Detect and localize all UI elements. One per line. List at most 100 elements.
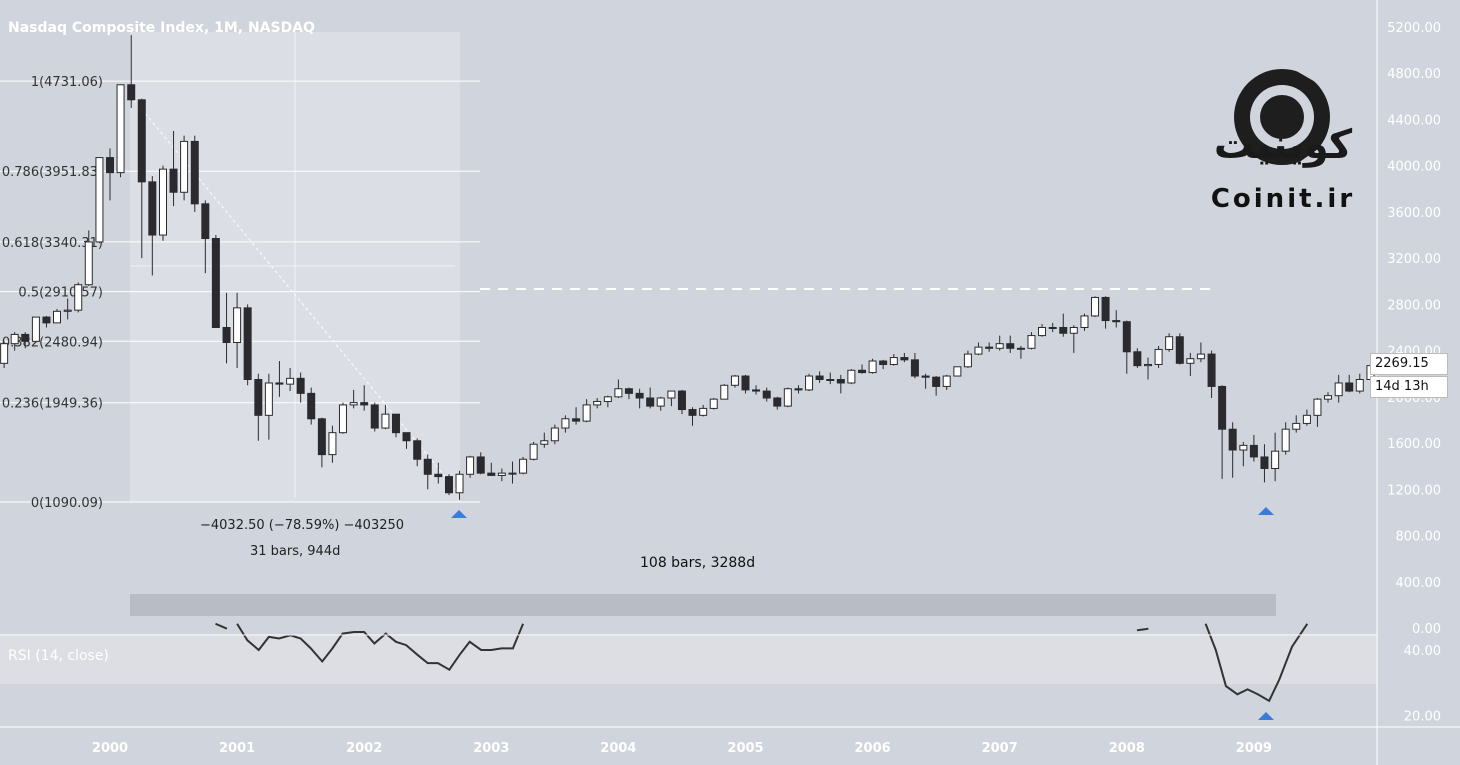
rsi-indicator-label[interactable]: RSI (14, close): [8, 648, 109, 664]
candle-body: [847, 369, 856, 384]
candle: [1144, 357, 1153, 380]
candle: [942, 374, 951, 390]
measure-change-label: −4032.50 (−78.59%) −403250: [200, 518, 405, 533]
candle: [921, 373, 930, 389]
candle: [1186, 352, 1195, 377]
candle: [1101, 296, 1110, 329]
candle: [953, 366, 962, 377]
candle: [0, 341, 9, 368]
candle-body: [1144, 363, 1153, 367]
candle: [148, 176, 157, 276]
candle: [847, 369, 856, 385]
price-axis[interactable]: 5200.00 4800.00 4400.00 4000.00 3600.00 3200.…: [1387, 21, 1441, 637]
rsi-segment-0: [215, 622, 228, 630]
candle-body: [1196, 353, 1205, 360]
candle: [286, 367, 295, 392]
candle: [42, 315, 51, 328]
candle: [169, 131, 178, 207]
candle-body: [752, 389, 761, 392]
candle-body: [1207, 353, 1216, 387]
candle-body: [603, 396, 612, 402]
candle: [910, 352, 919, 379]
candle-body: [974, 346, 983, 355]
candle-body: [423, 458, 432, 475]
time-tick-label: 2009: [1236, 741, 1272, 756]
candle-body: [879, 360, 888, 365]
candle-body: [31, 316, 40, 342]
candle: [84, 230, 93, 286]
candle: [466, 455, 475, 478]
candle-body: [900, 357, 909, 361]
candle: [794, 385, 803, 394]
candle-body: [1059, 326, 1068, 334]
candle-body: [1165, 336, 1174, 350]
candle-body: [815, 375, 824, 381]
candle: [296, 372, 305, 403]
rsi-marker-2009[interactable]: [1258, 712, 1274, 720]
candle: [508, 461, 517, 484]
candle-body: [508, 472, 517, 475]
candle-body: [1281, 428, 1290, 452]
rsi-segment-1: [236, 623, 524, 672]
candle: [1038, 324, 1047, 337]
candle: [709, 397, 718, 410]
candle-body: [116, 84, 125, 174]
candle-body: [360, 402, 369, 406]
candle: [826, 372, 835, 385]
candle: [1292, 415, 1301, 433]
candle-body: [646, 397, 655, 407]
candle-body: [699, 407, 708, 416]
candle: [656, 396, 665, 411]
fib-label-5: 0.236(1949.36): [2, 397, 103, 412]
time-tick-label: 2005: [727, 741, 763, 756]
candle: [1281, 422, 1290, 455]
candle: [879, 359, 888, 370]
candle-body: [1112, 320, 1121, 323]
price-tick-label: 4000.00: [1387, 160, 1441, 175]
candle: [815, 371, 824, 383]
candle-body: [1080, 315, 1089, 328]
candle-body: [148, 181, 157, 236]
price-tick-label: 4400.00: [1387, 113, 1441, 128]
price-tick-label: 3600.00: [1387, 206, 1441, 221]
candle: [646, 387, 655, 409]
rsi-segment-2: [1136, 627, 1149, 632]
candle: [275, 361, 284, 397]
candle: [127, 35, 136, 108]
candle: [233, 292, 242, 368]
candle: [190, 135, 199, 212]
candle: [529, 441, 538, 461]
candle: [699, 404, 708, 417]
candle: [497, 468, 506, 482]
candle: [1069, 325, 1078, 353]
candle: [444, 474, 453, 496]
price-tick-label: 400.00: [1396, 576, 1442, 591]
candle: [773, 396, 782, 410]
candle-body: [233, 307, 242, 344]
candle: [614, 379, 623, 398]
time-tick-label: 2004: [600, 741, 636, 756]
bottom-marker-2002[interactable]: [451, 510, 467, 518]
candle-body: [1038, 326, 1047, 337]
candle-body: [932, 376, 941, 387]
candle-body: [1027, 335, 1036, 349]
candle-body: [1091, 296, 1100, 317]
rsi-lines: [215, 622, 1309, 703]
candle: [1207, 350, 1216, 398]
candle-body: [836, 379, 845, 384]
time-axis[interactable]: 2000 2001 2002 2003 2004 2005 2006 2007 2008 2009: [92, 741, 1272, 756]
candle-body: [42, 316, 51, 324]
candle-body: [169, 168, 178, 193]
candle-body: [466, 456, 475, 475]
candle-body: [805, 375, 814, 391]
candle: [413, 438, 422, 467]
candle: [1112, 310, 1121, 328]
candle-body: [773, 397, 782, 407]
bottom-marker-2009[interactable]: [1258, 507, 1274, 515]
time-tick-label: 2000: [92, 741, 128, 756]
candle-body: [1006, 343, 1015, 349]
candle: [858, 364, 867, 374]
candle: [1080, 313, 1089, 331]
candle-body: [794, 388, 803, 391]
